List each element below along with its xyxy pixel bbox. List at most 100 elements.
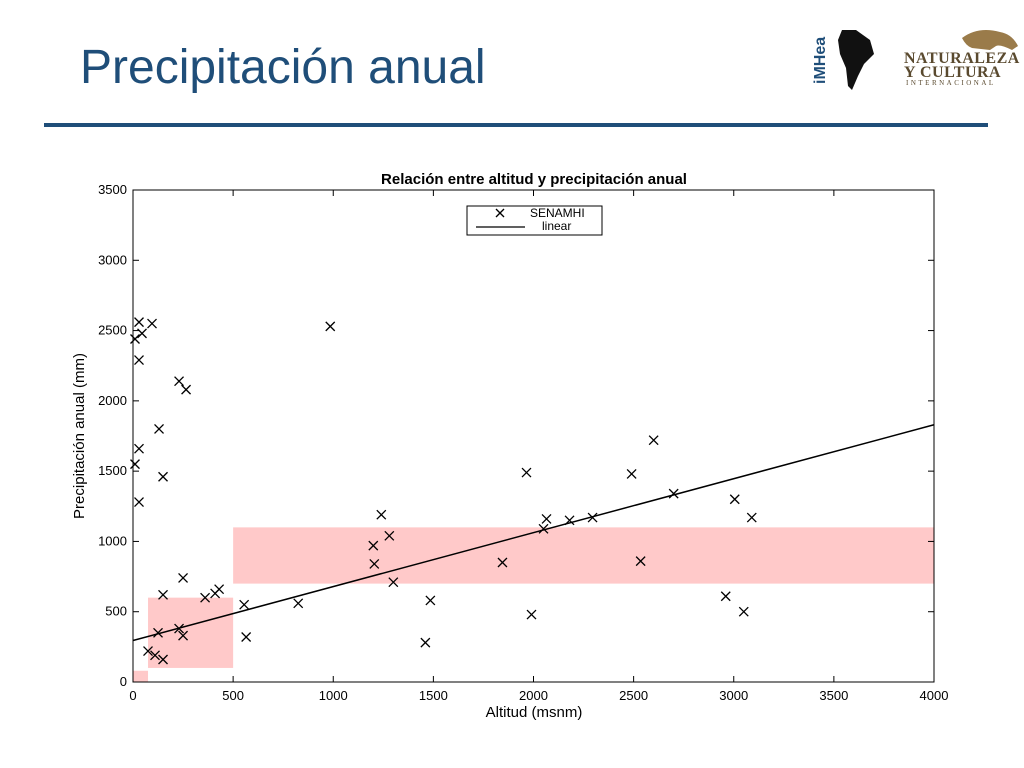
y-tick-label: 2000 — [98, 393, 127, 408]
legend-label-linear: linear — [542, 219, 571, 233]
data-point — [425, 595, 436, 606]
y-tick-label: 3000 — [98, 252, 127, 267]
data-point-stroke — [134, 497, 144, 508]
data-point-stroke — [130, 334, 140, 344]
x-tick-label: 3500 — [819, 688, 848, 703]
data-point-stroke — [587, 512, 598, 523]
data-point — [134, 317, 144, 328]
data-point-stroke — [648, 435, 659, 446]
slide-title: Precipitación anual — [80, 41, 486, 94]
chart-title: Relación entre altitud y precipitación a… — [381, 171, 687, 188]
y-tick-label: 3500 — [98, 182, 127, 197]
data-point-stroke — [143, 646, 153, 657]
title-divider — [44, 123, 988, 127]
x-tick-label: 500 — [222, 688, 244, 703]
x-tick-label: 1500 — [419, 688, 448, 703]
data-point — [200, 592, 211, 603]
y-tick-label: 1000 — [98, 533, 127, 548]
data-point — [720, 591, 731, 602]
data-point-stroke — [325, 321, 336, 332]
data-point-stroke — [200, 592, 211, 603]
data-point-stroke — [635, 556, 646, 567]
data-point-stroke — [729, 494, 740, 505]
data-point-stroke — [134, 355, 144, 366]
data-point — [635, 556, 646, 567]
data-point — [368, 540, 379, 551]
data-point — [648, 435, 659, 446]
data-point-stroke — [538, 523, 549, 534]
nci-logo-line1: NATURALEZA — [904, 50, 1020, 67]
data-point — [134, 443, 144, 454]
data-point-stroke — [293, 598, 304, 609]
data-point — [158, 654, 168, 665]
data-point — [738, 606, 749, 617]
data-point-stroke — [738, 606, 749, 617]
data-point — [384, 530, 395, 541]
data-point-stroke — [497, 557, 508, 568]
data-point — [497, 557, 508, 568]
linear-fit-line — [132, 424, 935, 642]
data-point-stroke — [178, 630, 189, 641]
nci-logo-line2: Y CULTURA — [904, 64, 1002, 81]
y-tick-label: 2500 — [98, 323, 127, 338]
data-point — [147, 318, 157, 329]
y-tick-label: 0 — [120, 674, 127, 689]
data-point — [153, 627, 163, 638]
x-tick-label: 0 — [129, 688, 136, 703]
data-point — [239, 599, 250, 610]
x-tick-label: 1000 — [319, 688, 348, 703]
data-point-stroke — [541, 513, 552, 524]
x-tick-label: 3000 — [719, 688, 748, 703]
data-point-stroke — [425, 595, 436, 606]
data-point — [293, 598, 304, 609]
data-point-stroke — [564, 515, 575, 526]
highlight-region-2 — [233, 527, 934, 584]
data-point-stroke — [134, 443, 144, 454]
data-point — [626, 468, 637, 479]
data-point — [174, 376, 185, 387]
data-point — [587, 512, 598, 523]
data-point-stroke — [368, 540, 379, 551]
imhea-logo — [838, 30, 874, 90]
data-point-stroke — [181, 384, 192, 395]
data-point — [325, 321, 336, 332]
data-point-stroke — [239, 599, 250, 610]
data-point — [241, 632, 252, 642]
data-point-stroke — [158, 654, 168, 665]
y-axis-label: Precipitación anual (mm) — [71, 353, 88, 519]
data-point — [178, 573, 189, 583]
data-point-stroke — [668, 488, 679, 499]
x-tick-label: 2500 — [619, 688, 648, 703]
nci-logo-line3: INTERNACIONAL — [906, 79, 996, 87]
data-point-stroke — [147, 318, 157, 329]
data-point — [369, 558, 380, 569]
data-point-stroke — [174, 623, 185, 634]
data-point — [388, 577, 399, 588]
data-point-stroke — [420, 637, 431, 648]
data-point-stroke — [158, 589, 168, 600]
south-america-map-icon — [838, 30, 874, 90]
data-point-stroke — [154, 424, 164, 434]
highlight-region-0 — [133, 670, 149, 682]
data-point-stroke — [626, 468, 637, 479]
data-point — [178, 630, 189, 641]
data-point — [134, 497, 144, 508]
data-point — [214, 584, 225, 595]
data-point — [564, 515, 575, 526]
data-point — [130, 334, 140, 344]
data-point-stroke — [720, 591, 731, 602]
data-point — [150, 650, 160, 661]
data-point-stroke — [526, 609, 537, 620]
legend-box — [466, 205, 603, 236]
data-point-stroke — [521, 467, 532, 478]
y-tick-label: 1500 — [98, 463, 127, 478]
data-point — [521, 467, 532, 478]
data-point-stroke — [376, 509, 387, 520]
data-point — [143, 646, 153, 657]
data-point — [174, 623, 185, 634]
x-tick-label: 2000 — [519, 688, 548, 703]
data-point-stroke — [137, 328, 147, 339]
data-point-stroke — [214, 584, 225, 595]
